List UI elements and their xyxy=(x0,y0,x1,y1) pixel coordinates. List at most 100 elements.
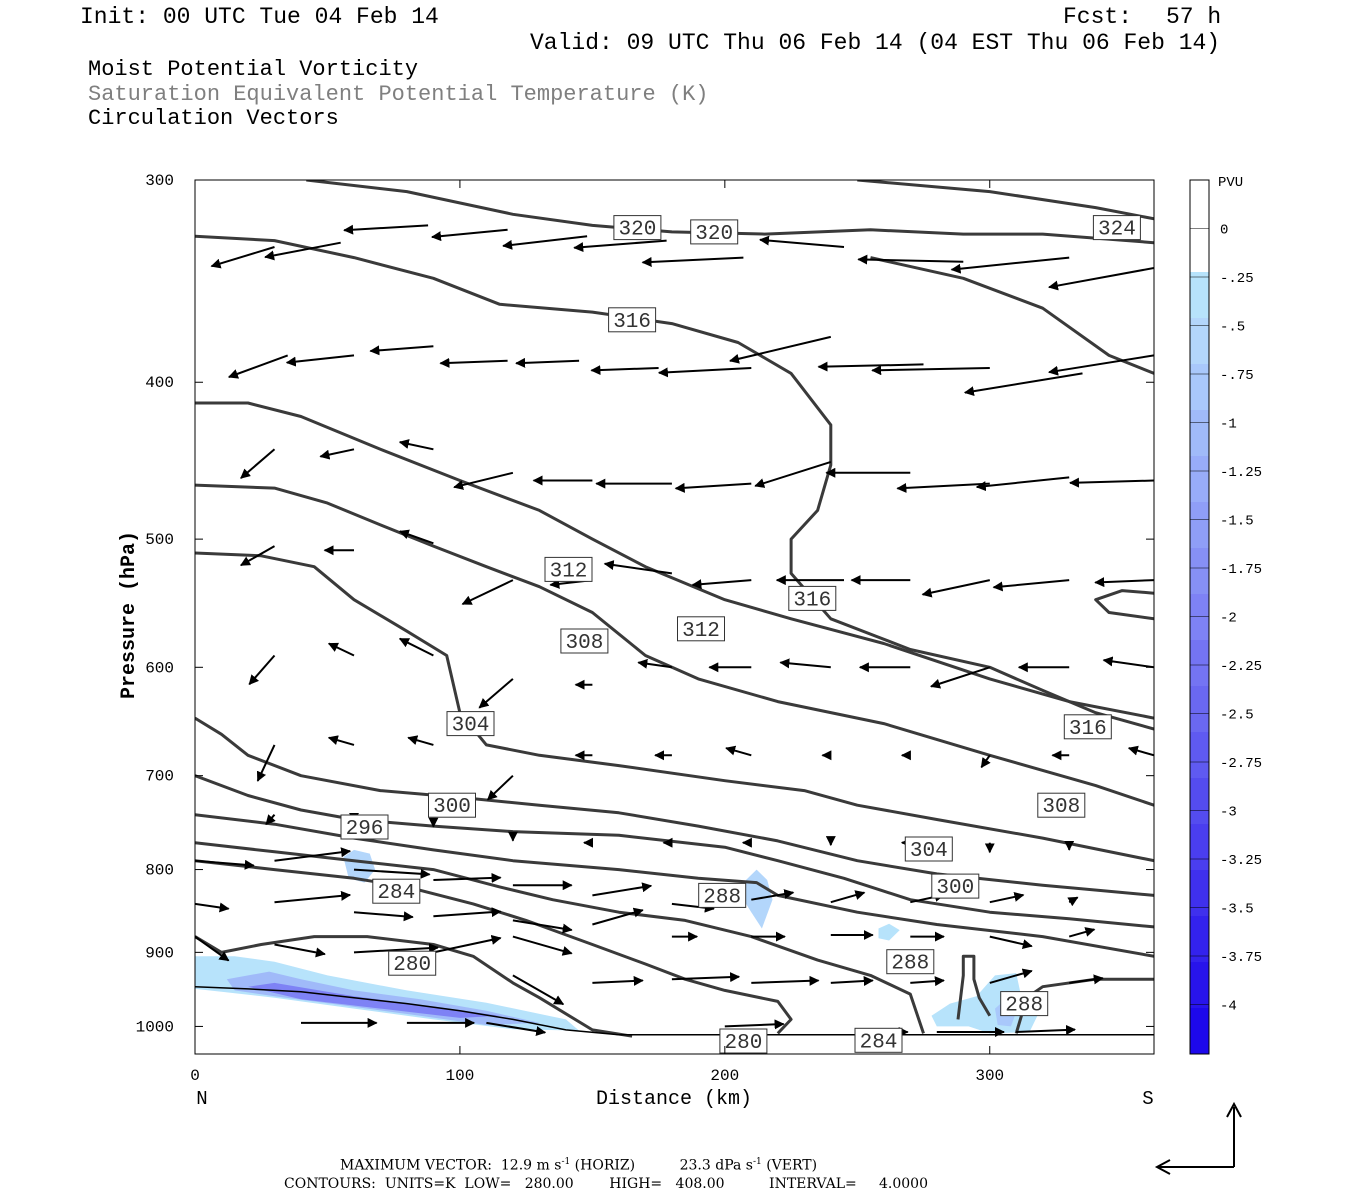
contour-label: 304 xyxy=(452,715,490,738)
circulation-vector xyxy=(256,744,276,782)
circulation-vector xyxy=(590,365,659,376)
circulation-vector xyxy=(674,482,752,493)
contour-label-box xyxy=(1000,991,1049,1017)
circulation-vector xyxy=(1069,477,1154,488)
circulation-vector xyxy=(871,365,990,376)
circulation-vector xyxy=(195,859,255,870)
contour-label: 300 xyxy=(433,796,471,819)
circulation-vector xyxy=(353,868,431,879)
y-tick-label: 800 xyxy=(145,862,174,880)
contour-label-box xyxy=(1092,215,1141,241)
circulation-vector xyxy=(963,372,1083,397)
colorbar-swatch xyxy=(1190,364,1209,411)
circulation-vector xyxy=(240,448,276,479)
contour-label-box xyxy=(698,882,747,908)
circulation-vector xyxy=(512,919,573,934)
circulation-vector xyxy=(1069,974,1104,985)
circulation-vector xyxy=(921,579,991,598)
circulation-vector xyxy=(637,658,673,669)
field-title-thetaes: Saturation Equivalent Potential Temperat… xyxy=(88,82,709,107)
colorbar-label: -.75 xyxy=(1220,368,1254,384)
colorbar-label: -2.75 xyxy=(1220,756,1262,772)
contour-label: 288 xyxy=(1005,995,1043,1018)
x-tick-label: 100 xyxy=(446,1067,475,1085)
contours-high-label: HIGH= xyxy=(609,1176,663,1192)
circulation-vector xyxy=(431,228,508,242)
circulation-vector xyxy=(210,246,275,269)
max-vector-label: MAXIMUM VECTOR: xyxy=(340,1157,492,1174)
contour-label: 284 xyxy=(860,1031,898,1054)
colorbar-swatch xyxy=(1190,1008,1209,1055)
forecast-label: Fcst: xyxy=(1063,4,1133,30)
circulation-vector xyxy=(989,891,1025,904)
contour-label-box xyxy=(886,949,935,975)
contour-label: 288 xyxy=(891,953,929,976)
circulation-vector xyxy=(910,976,945,987)
colorbar-swatch xyxy=(1190,272,1209,319)
circulation-vector xyxy=(817,361,924,372)
circulation-vector xyxy=(274,847,352,862)
contour-label-box xyxy=(931,873,980,899)
circulation-vector xyxy=(1048,267,1154,291)
colorbar-swatch xyxy=(1190,502,1209,549)
circulation-vector xyxy=(265,814,276,826)
circulation-vector xyxy=(1068,927,1096,938)
contour-label-box xyxy=(613,215,662,241)
circulation-vector xyxy=(830,890,866,904)
circulation-vector xyxy=(461,579,514,606)
x-axis-title: Distance (km) xyxy=(596,1088,752,1111)
contour-label-box xyxy=(690,219,739,245)
contour-label-box xyxy=(428,792,476,818)
max-vector-line: MAXIMUM VECTOR: 12.9 m s-1 (HORIZ) 23.3 … xyxy=(340,1157,817,1174)
colorbar-swatch xyxy=(1190,548,1209,595)
contour-316-b xyxy=(1094,589,1154,621)
colorbar-label: -3.25 xyxy=(1220,853,1262,869)
colorbar-label: -2.5 xyxy=(1220,708,1254,724)
colorbar-swatch xyxy=(1190,778,1209,825)
colorbar-label: -2 xyxy=(1220,611,1237,627)
circulation-vector xyxy=(285,354,355,367)
max-vector-vert-exp: -1 xyxy=(752,1157,762,1167)
circulation-vector xyxy=(353,911,414,922)
field-title-mpv: Moist Potential Vorticity xyxy=(88,57,419,82)
contour-label: 296 xyxy=(346,818,384,841)
circulation-vector xyxy=(857,254,964,265)
x-tick-label: 200 xyxy=(710,1067,739,1085)
circulation-vector xyxy=(896,482,990,493)
colorbar-label: -3.75 xyxy=(1220,950,1262,966)
contour-label-box xyxy=(677,616,725,642)
circulation-vector xyxy=(319,448,355,460)
contour-label-box xyxy=(446,711,495,737)
circulation-vector xyxy=(327,735,355,746)
south-end-label: S xyxy=(1142,1088,1153,1110)
colorbar-label: -3 xyxy=(1220,805,1237,821)
circulation-vector xyxy=(398,637,434,657)
max-vector-horiz-tag: (HORIZ) xyxy=(574,1157,636,1174)
pv-region-small xyxy=(878,923,900,941)
colorbar-swatch xyxy=(1190,180,1209,227)
contour-label: 304 xyxy=(910,840,948,863)
circulation-vector xyxy=(515,357,580,368)
contour-label-box xyxy=(854,1027,903,1053)
y-axis: 300 400 500 600 700 800 900 1000 xyxy=(136,172,1154,1036)
circulation-vector xyxy=(592,907,644,926)
circulation-vector xyxy=(759,235,845,248)
colorbar-swatch xyxy=(1190,456,1209,503)
contour-label: 320 xyxy=(695,223,733,246)
circulation-vector xyxy=(950,256,1070,274)
circulation-vector xyxy=(1102,656,1154,669)
circulation-vector xyxy=(502,235,588,250)
contours-interval-label: INTERVAL= xyxy=(769,1176,857,1192)
colorbar-label: -.25 xyxy=(1220,271,1254,287)
circulation-vector xyxy=(1127,745,1154,757)
contour-label-box xyxy=(1063,714,1112,740)
colorbar-swatch xyxy=(1190,410,1209,457)
colorbar-title: PVU xyxy=(1218,175,1243,191)
contour-label: 312 xyxy=(682,620,720,643)
contour-292 xyxy=(195,813,1154,958)
pv-colorbar: 0 -.25 -.5 -.75 -1 -1.25 -1.5 -1.75 -2 -2.25 -2.5 -… xyxy=(1189,179,1262,1055)
max-vector-horiz-exp: -1 xyxy=(561,1157,571,1167)
contour-288 xyxy=(195,841,925,1034)
y-tick-label: 500 xyxy=(145,531,174,549)
